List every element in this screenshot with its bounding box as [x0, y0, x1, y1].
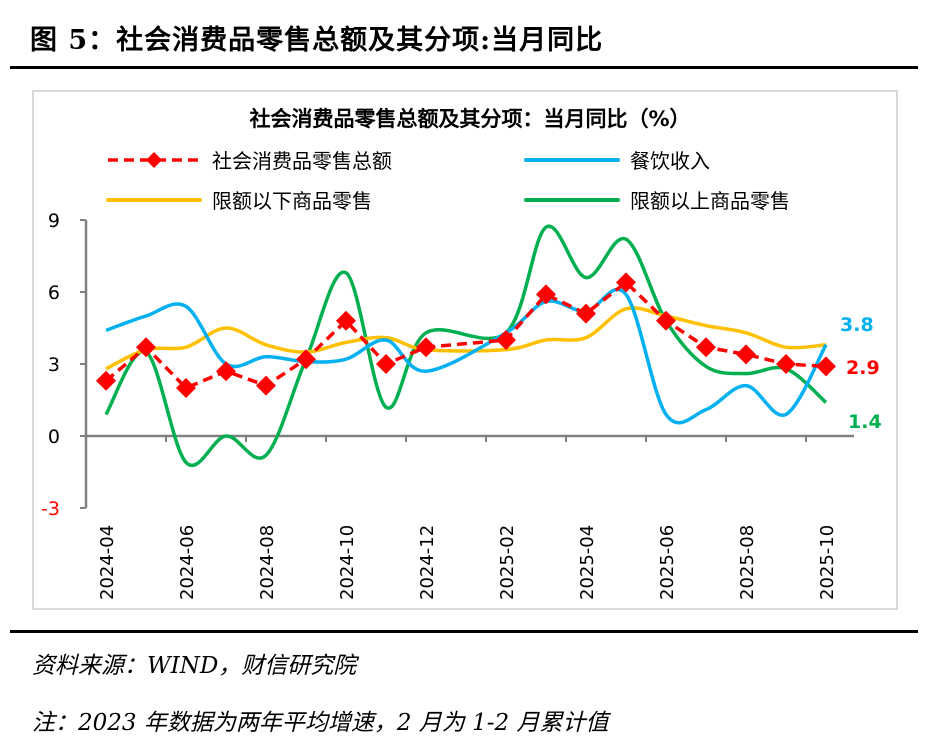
data-point-retail	[696, 337, 716, 358]
data-point-retail	[296, 349, 316, 370]
data-point-retail	[576, 303, 596, 324]
y-tick-label: 3	[48, 354, 60, 376]
bottom-rule	[10, 630, 918, 633]
legend-item: 社会消费品零售总额	[108, 149, 392, 173]
data-point-retail	[776, 354, 796, 374]
data-point-retail	[736, 344, 756, 365]
legend-label: 限额以上商品零售	[630, 189, 790, 213]
data-point-retail	[96, 370, 116, 391]
series-line-below-limit	[105, 306, 827, 371]
legend-item: 餐饮收入	[524, 149, 710, 173]
legend-label: 餐饮收入	[630, 149, 710, 173]
data-point-retail	[176, 378, 196, 398]
end-value-label: 2.9	[846, 357, 880, 379]
data-point-retail	[496, 330, 516, 350]
y-tick-label: -3	[41, 498, 60, 520]
data-point-retail	[536, 284, 556, 305]
data-point-retail	[216, 361, 236, 382]
x-tick-label: 2025-02	[497, 525, 518, 600]
x-tick-label: 2024-04	[97, 525, 118, 600]
chart-title: 社会消费品零售总额及其分项：当月同比（%）	[248, 107, 690, 131]
legend-label: 社会消费品零售总额	[212, 149, 392, 173]
data-point-retail	[656, 310, 676, 331]
source-text: 资料来源：WIND，财信研究院	[32, 653, 357, 679]
legend-item: 限额以下商品零售	[106, 189, 372, 213]
x-tick-label: 2025-10	[817, 525, 838, 600]
end-value-label: 3.8	[840, 314, 874, 336]
x-tick-label: 2025-06	[657, 525, 678, 600]
x-tick-label: 2024-12	[417, 525, 438, 600]
data-point-retail	[256, 375, 276, 396]
top-rule	[10, 66, 918, 69]
data-point-retail	[616, 272, 636, 293]
data-point-retail	[416, 337, 436, 358]
figure-title: 图 5：社会消费品零售总额及其分项:当月同比	[30, 25, 604, 56]
legend-label: 限额以下商品零售	[212, 189, 372, 213]
legend-item: 限额以上商品零售	[524, 189, 790, 213]
end-value-label: 1.4	[848, 411, 882, 433]
series-line-catering	[105, 287, 828, 425]
data-point-retail	[816, 356, 836, 377]
data-point-retail	[336, 310, 356, 331]
x-tick-label: 2024-08	[257, 525, 278, 600]
data-point-retail	[376, 354, 396, 374]
note-text: 注：2023 年数据为两年平均增速，2 月为 1-2 月累计值	[32, 710, 609, 736]
y-tick-label: 9	[48, 210, 60, 232]
data-point-retail	[136, 337, 156, 358]
x-tick-label: 2025-08	[737, 525, 758, 600]
x-tick-label: 2025-04	[577, 525, 598, 600]
x-tick-label: 2024-06	[177, 525, 198, 600]
x-tick-label: 2024-10	[337, 525, 358, 600]
legend-diamond-icon	[146, 152, 162, 168]
y-tick-label: 0	[48, 426, 60, 448]
y-tick-label: 6	[48, 282, 60, 304]
series-line-above-limit	[104, 224, 828, 467]
